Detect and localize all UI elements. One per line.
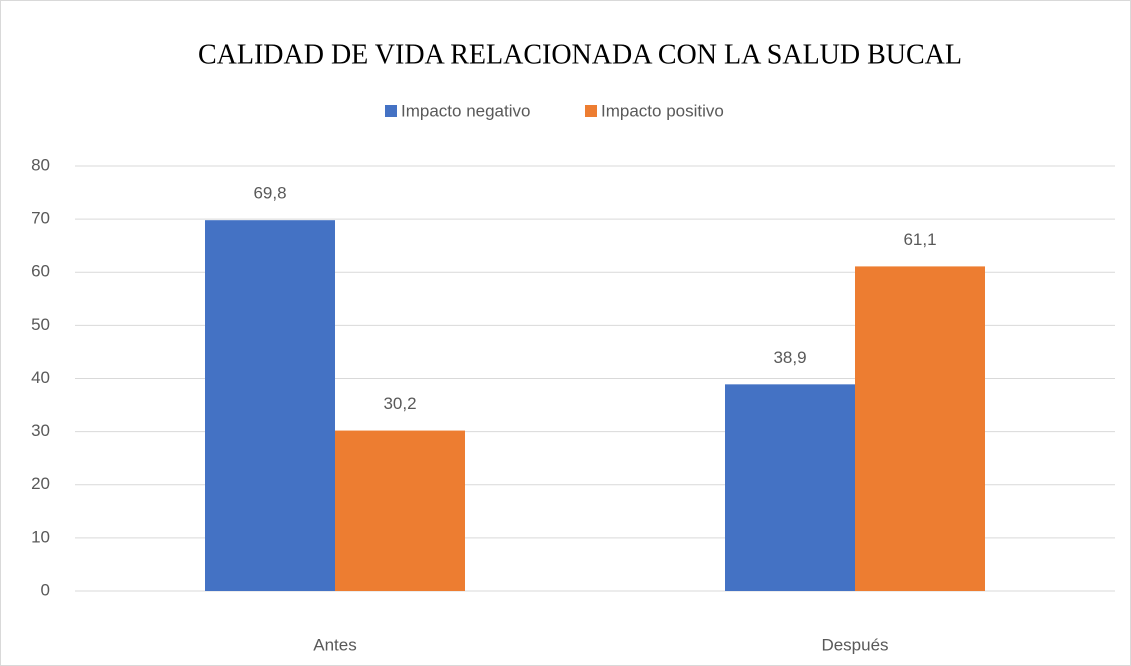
legend-label: Impacto negativo [401,101,530,120]
chart-title: CALIDAD DE VIDA RELACIONADA CON LA SALUD… [198,39,962,70]
bar [205,220,335,591]
y-tick-label: 30 [31,421,50,440]
bar [725,384,855,591]
y-tick-label: 40 [31,368,50,387]
y-tick-label: 80 [31,155,50,174]
y-tick-label: 60 [31,262,50,281]
legend-swatch [385,105,397,117]
data-label: 30,2 [383,394,416,413]
data-label: 61,1 [903,230,936,249]
x-tick-label: Después [821,635,888,654]
data-label: 69,8 [253,184,286,203]
y-tick-label: 10 [31,527,50,546]
x-tick-label: Antes [313,635,356,654]
legend-label: Impacto positivo [601,101,724,120]
y-tick-label: 0 [41,580,50,599]
bar [855,266,985,591]
data-label: 38,9 [773,348,806,367]
y-tick-label: 20 [31,474,50,493]
y-tick-label: 50 [31,315,50,334]
legend-swatch [585,105,597,117]
y-tick-label: 70 [31,209,50,228]
bar [335,430,465,591]
